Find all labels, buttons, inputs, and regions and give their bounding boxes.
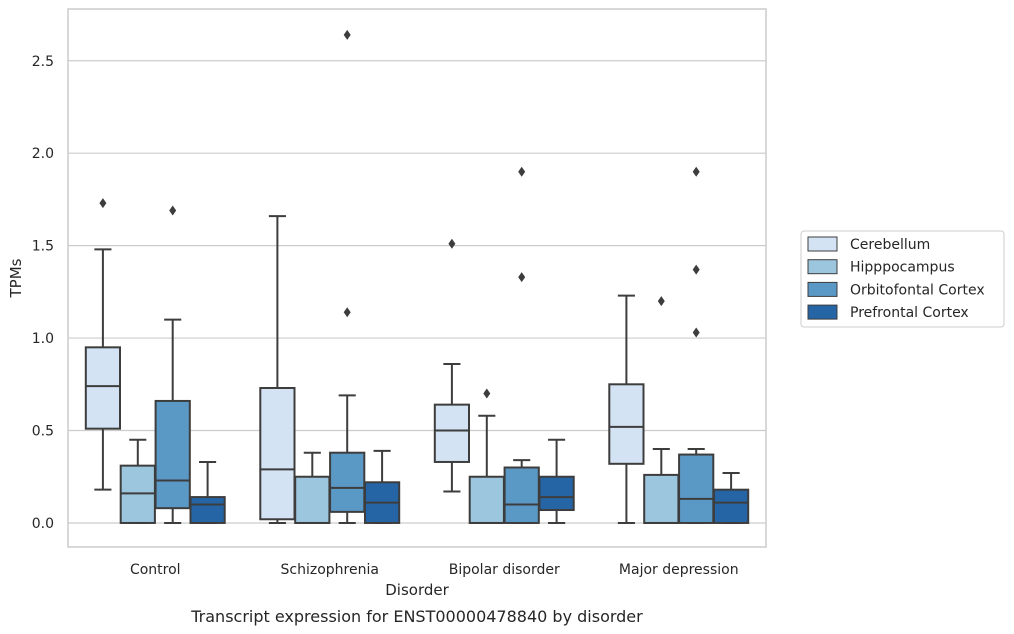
box	[678, 453, 715, 524]
box-group	[643, 296, 680, 524]
box	[468, 475, 505, 524]
legend-item: Hipppocampus	[807, 259, 955, 276]
outlier-point	[99, 198, 107, 209]
y-tick-label: 2.5	[32, 54, 54, 70]
outlier-point	[692, 166, 700, 177]
x-tick-label: Major depression	[619, 562, 739, 578]
x-axis-title: Disorder	[385, 581, 449, 599]
box	[154, 399, 191, 510]
legend-swatch	[807, 304, 838, 320]
box	[294, 475, 331, 524]
x-tick-label: Schizophrenia	[281, 562, 379, 578]
box-group	[363, 449, 401, 524]
x-tick-label: Control	[130, 562, 181, 578]
y-tick-labels: 0.0 0.5 1.0 1.5 2.0 2.5	[32, 54, 54, 532]
legend-item: Orbitofontal Cortex	[807, 281, 985, 298]
box	[503, 466, 540, 524]
box-group	[468, 388, 505, 524]
y-axis-title: TPMs	[7, 258, 25, 298]
box-group	[608, 294, 645, 524]
legend-swatch	[807, 259, 838, 275]
y-tick-label: 1.0	[32, 331, 54, 347]
box	[329, 451, 366, 513]
legend-label: Hipppocampus	[850, 260, 955, 276]
outlier-point	[343, 29, 351, 40]
outlier-point	[692, 264, 700, 275]
box	[84, 346, 122, 430]
outlier-point	[343, 307, 351, 318]
legend-label: Prefrontal Cortex	[850, 305, 969, 321]
outlier-point	[483, 388, 491, 399]
outlier-point	[169, 205, 177, 216]
box-group	[84, 198, 122, 491]
y-tick-label: 2.0	[32, 146, 54, 162]
box-group	[154, 205, 191, 524]
plot-frame	[67, 8, 767, 548]
box	[643, 473, 680, 524]
outlier-point	[448, 238, 456, 249]
y-tick-label: 1.5	[32, 239, 54, 255]
box-group	[503, 166, 540, 524]
box-group	[189, 460, 226, 524]
box-group	[538, 438, 575, 524]
legend-swatch	[807, 236, 838, 252]
legend-item: Prefrontal Cortex	[807, 304, 969, 321]
outlier-point	[657, 296, 665, 307]
box	[712, 488, 750, 524]
box	[608, 383, 645, 465]
box-group	[678, 166, 715, 524]
legend-swatch	[807, 281, 838, 297]
x-tick-label: Bipolar disorder	[449, 562, 560, 578]
legend: Cerebellum Hipppocampus Orbitofontal Corte…	[800, 230, 1005, 328]
box	[259, 387, 296, 521]
box-group	[259, 215, 296, 524]
legend-frame	[800, 230, 1005, 328]
legend-label: Orbitofontal Cortex	[850, 282, 985, 298]
boxes	[84, 29, 750, 524]
y-tick-label: 0.0	[32, 516, 54, 532]
box	[433, 403, 471, 463]
legend-item: Cerebellum	[807, 236, 930, 253]
outlier-point	[518, 272, 526, 283]
box-group	[329, 29, 366, 524]
box-group	[119, 438, 156, 524]
box	[538, 475, 575, 512]
box	[189, 496, 226, 524]
box-group	[712, 472, 750, 524]
outlier-point	[692, 327, 700, 338]
legend-label: Cerebellum	[850, 237, 930, 253]
box-group	[433, 238, 471, 493]
figure-caption: Transcript expression for ENST0000047884…	[190, 607, 643, 626]
outlier-point	[518, 166, 526, 177]
x-tick-labels: Control Schizophrenia Bipolar disorder Majo…	[130, 562, 739, 578]
y-tick-label: 0.5	[32, 424, 54, 440]
